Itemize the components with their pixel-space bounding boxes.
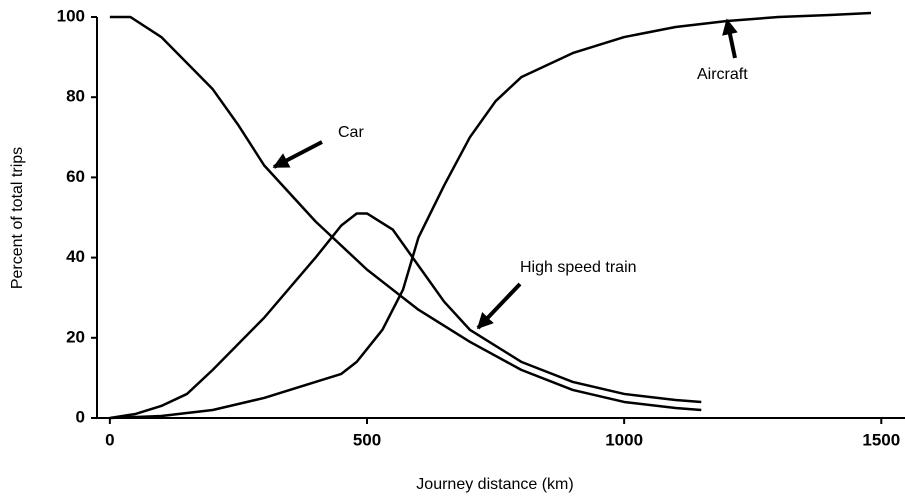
annotation-arrow (476, 282, 522, 330)
annotation: Aircraft (697, 66, 748, 83)
y-axis-label: Percent of total trips (9, 147, 26, 289)
y-tick-label: 40 (66, 247, 85, 266)
y-tick-label: 0 (76, 407, 85, 426)
y-tick-label: 100 (57, 6, 85, 25)
y-tick-label: 80 (66, 87, 85, 106)
annotation: High speed train (520, 259, 637, 276)
line (109, 11, 872, 420)
annotation-arrow (272, 140, 323, 169)
x-axis-label: Journey distance (km) (416, 476, 573, 493)
line (109, 212, 702, 420)
x-tick-label: 1500 (862, 430, 900, 449)
line (109, 15, 702, 412)
x-tick-label: 1000 (605, 430, 643, 449)
x-tick-label: 500 (353, 430, 381, 449)
y-tick-label: 20 (66, 327, 85, 346)
y-tick-label: 60 (66, 167, 85, 186)
annotation-arrow (722, 18, 738, 59)
x-tick-label: 0 (105, 430, 114, 449)
annotation: Car (338, 124, 364, 141)
